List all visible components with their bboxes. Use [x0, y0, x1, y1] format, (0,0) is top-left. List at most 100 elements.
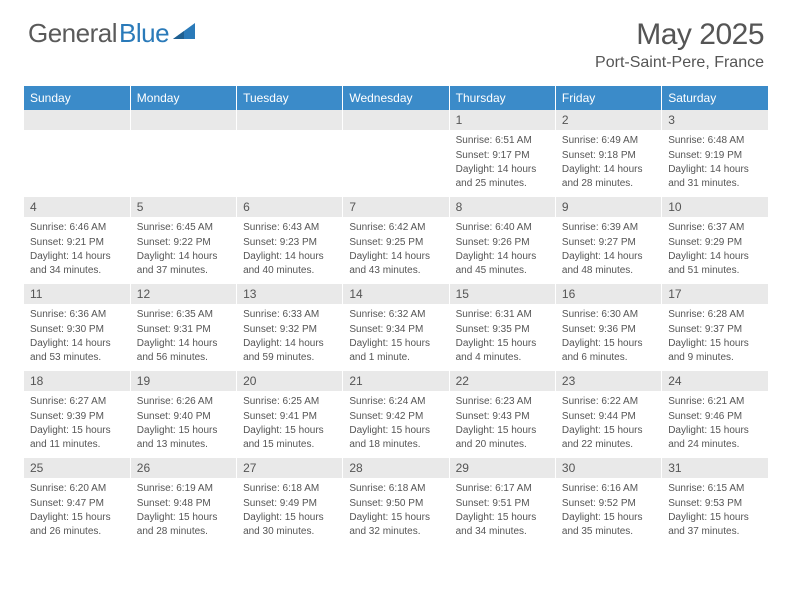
day-body: Sunrise: 6:35 AMSunset: 9:31 PMDaylight:…	[131, 305, 236, 371]
day-body: Sunrise: 6:17 AMSunset: 9:51 PMDaylight:…	[450, 479, 555, 545]
day-body-empty	[24, 131, 130, 193]
day-number: 28	[343, 458, 448, 479]
day-body: Sunrise: 6:46 AMSunset: 9:21 PMDaylight:…	[24, 218, 130, 284]
calendar-day-cell	[24, 110, 130, 197]
daylight-line: Daylight: 14 hours and 53 minutes.	[30, 337, 124, 364]
calendar-day-cell: 3Sunrise: 6:48 AMSunset: 9:19 PMDaylight…	[662, 110, 768, 197]
day-number: 11	[24, 284, 130, 305]
day-body: Sunrise: 6:39 AMSunset: 9:27 PMDaylight:…	[556, 218, 661, 284]
calendar-table: SundayMondayTuesdayWednesdayThursdayFrid…	[24, 86, 768, 545]
calendar-day-cell: 8 Sunrise: 6:40 AMSunset: 9:26 PMDaylight…	[449, 197, 555, 284]
sunrise-line: Sunrise: 6:27 AM	[30, 395, 124, 409]
day-body: Sunrise: 6:18 AMSunset: 9:50 PMDaylight:…	[343, 479, 448, 545]
daylight-line: Daylight: 15 hours and 32 minutes.	[349, 511, 442, 538]
calendar-day-cell: 9Sunrise: 6:39 AMSunset: 9:27 PMDaylight…	[555, 197, 661, 284]
calendar-week-row: 18Sunrise: 6:27 AMSunset: 9:39 PMDayligh…	[24, 371, 768, 458]
daylight-line: Daylight: 15 hours and 9 minutes.	[668, 337, 762, 364]
day-number: 15	[450, 284, 555, 305]
daylight-line: Daylight: 14 hours and 48 minutes.	[562, 250, 655, 277]
calendar-day-cell: 17Sunrise: 6:28 AMSunset: 9:37 PMDayligh…	[662, 284, 768, 371]
daylight-line: Daylight: 14 hours and 40 minutes.	[243, 250, 336, 277]
daylight-line: Daylight: 14 hours and 31 minutes.	[668, 163, 762, 190]
day-number: 8	[450, 197, 555, 218]
calendar-day-cell: 23Sunrise: 6:22 AMSunset: 9:44 PMDayligh…	[555, 371, 661, 458]
calendar-day-cell: 2Sunrise: 6:49 AMSunset: 9:18 PMDaylight…	[555, 110, 661, 197]
calendar-day-cell: 30Sunrise: 6:16 AMSunset: 9:52 PMDayligh…	[555, 458, 661, 545]
daylight-line: Daylight: 15 hours and 13 minutes.	[137, 424, 230, 451]
daylight-line: Daylight: 14 hours and 28 minutes.	[562, 163, 655, 190]
day-body: Sunrise: 6:49 AMSunset: 9:18 PMDaylight:…	[556, 131, 661, 197]
sunset-line: Sunset: 9:31 PM	[137, 323, 230, 337]
day-number: 5	[131, 197, 236, 218]
day-body: Sunrise: 6:19 AMSunset: 9:48 PMDaylight:…	[131, 479, 236, 545]
calendar-day-cell: 13Sunrise: 6:33 AMSunset: 9:32 PMDayligh…	[237, 284, 343, 371]
calendar-day-cell: 10Sunrise: 6:37 AMSunset: 9:29 PMDayligh…	[662, 197, 768, 284]
calendar-day-cell: 21Sunrise: 6:24 AMSunset: 9:42 PMDayligh…	[343, 371, 449, 458]
daylight-line: Daylight: 14 hours and 51 minutes.	[668, 250, 762, 277]
daylight-line: Daylight: 15 hours and 18 minutes.	[349, 424, 442, 451]
calendar-day-cell: 27Sunrise: 6:18 AMSunset: 9:49 PMDayligh…	[237, 458, 343, 545]
day-number: 22	[450, 371, 555, 392]
daylight-line: Daylight: 15 hours and 24 minutes.	[668, 424, 762, 451]
calendar-day-cell: 11Sunrise: 6:36 AMSunset: 9:30 PMDayligh…	[24, 284, 130, 371]
logo-triangle-icon	[173, 21, 197, 46]
day-body: Sunrise: 6:36 AMSunset: 9:30 PMDaylight:…	[24, 305, 130, 371]
sunrise-line: Sunrise: 6:40 AM	[456, 221, 549, 235]
day-number: 1	[450, 110, 555, 131]
sunset-line: Sunset: 9:23 PM	[243, 236, 336, 250]
sunrise-line: Sunrise: 6:26 AM	[137, 395, 230, 409]
calendar-day-cell	[237, 110, 343, 197]
sunrise-line: Sunrise: 6:15 AM	[668, 482, 762, 496]
calendar-day-cell: 6Sunrise: 6:43 AMSunset: 9:23 PMDaylight…	[237, 197, 343, 284]
sunset-line: Sunset: 9:40 PM	[137, 410, 230, 424]
daylight-line: Daylight: 15 hours and 20 minutes.	[456, 424, 549, 451]
sunset-line: Sunset: 9:26 PM	[456, 236, 549, 250]
sunset-line: Sunset: 9:49 PM	[243, 497, 336, 511]
sunrise-line: Sunrise: 6:49 AM	[562, 134, 655, 148]
sunrise-line: Sunrise: 6:36 AM	[30, 308, 124, 322]
daylight-line: Daylight: 14 hours and 43 minutes.	[349, 250, 442, 277]
daylight-line: Daylight: 15 hours and 34 minutes.	[456, 511, 549, 538]
day-number: 24	[662, 371, 768, 392]
daylight-line: Daylight: 15 hours and 15 minutes.	[243, 424, 336, 451]
sunset-line: Sunset: 9:18 PM	[562, 149, 655, 163]
day-body: Sunrise: 6:25 AMSunset: 9:41 PMDaylight:…	[237, 392, 342, 458]
sunset-line: Sunset: 9:35 PM	[456, 323, 549, 337]
sunset-line: Sunset: 9:27 PM	[562, 236, 655, 250]
sunset-line: Sunset: 9:21 PM	[30, 236, 124, 250]
day-body: Sunrise: 6:15 AMSunset: 9:53 PMDaylight:…	[662, 479, 768, 545]
sunrise-line: Sunrise: 6:31 AM	[456, 308, 549, 322]
sunset-line: Sunset: 9:47 PM	[30, 497, 124, 511]
day-body: Sunrise: 6:51 AMSunset: 9:17 PMDaylight:…	[450, 131, 555, 197]
sunrise-line: Sunrise: 6:18 AM	[243, 482, 336, 496]
sunset-line: Sunset: 9:50 PM	[349, 497, 442, 511]
sunset-line: Sunset: 9:36 PM	[562, 323, 655, 337]
daylight-line: Daylight: 15 hours and 26 minutes.	[30, 511, 124, 538]
sunrise-line: Sunrise: 6:42 AM	[349, 221, 442, 235]
calendar-day-cell: 28Sunrise: 6:18 AMSunset: 9:50 PMDayligh…	[343, 458, 449, 545]
sunset-line: Sunset: 9:53 PM	[668, 497, 762, 511]
day-number: 25	[24, 458, 130, 479]
calendar-day-cell: 1Sunrise: 6:51 AMSunset: 9:17 PMDaylight…	[449, 110, 555, 197]
daylight-line: Daylight: 14 hours and 45 minutes.	[456, 250, 549, 277]
calendar-day-cell: 16Sunrise: 6:30 AMSunset: 9:36 PMDayligh…	[555, 284, 661, 371]
calendar-day-cell: 29Sunrise: 6:17 AMSunset: 9:51 PMDayligh…	[449, 458, 555, 545]
sunset-line: Sunset: 9:41 PM	[243, 410, 336, 424]
calendar-day-cell: 7Sunrise: 6:42 AMSunset: 9:25 PMDaylight…	[343, 197, 449, 284]
sunset-line: Sunset: 9:22 PM	[137, 236, 230, 250]
calendar-week-row: 11Sunrise: 6:36 AMSunset: 9:30 PMDayligh…	[24, 284, 768, 371]
day-body: Sunrise: 6:31 AMSunset: 9:35 PMDaylight:…	[450, 305, 555, 371]
calendar-day-cell: 19Sunrise: 6:26 AMSunset: 9:40 PMDayligh…	[130, 371, 236, 458]
sunrise-line: Sunrise: 6:17 AM	[456, 482, 549, 496]
day-body: Sunrise: 6:28 AMSunset: 9:37 PMDaylight:…	[662, 305, 768, 371]
location-label: Port-Saint-Pere, France	[595, 54, 764, 72]
day-number: 6	[237, 197, 342, 218]
logo-text-blue: Blue	[119, 18, 169, 49]
day-body: Sunrise: 6:42 AMSunset: 9:25 PMDaylight:…	[343, 218, 448, 284]
sunrise-line: Sunrise: 6:19 AM	[137, 482, 230, 496]
day-number: 16	[556, 284, 661, 305]
day-body: Sunrise: 6:20 AMSunset: 9:47 PMDaylight:…	[24, 479, 130, 545]
daylight-line: Daylight: 14 hours and 59 minutes.	[243, 337, 336, 364]
calendar-day-cell: 24Sunrise: 6:21 AMSunset: 9:46 PMDayligh…	[662, 371, 768, 458]
sunset-line: Sunset: 9:42 PM	[349, 410, 442, 424]
